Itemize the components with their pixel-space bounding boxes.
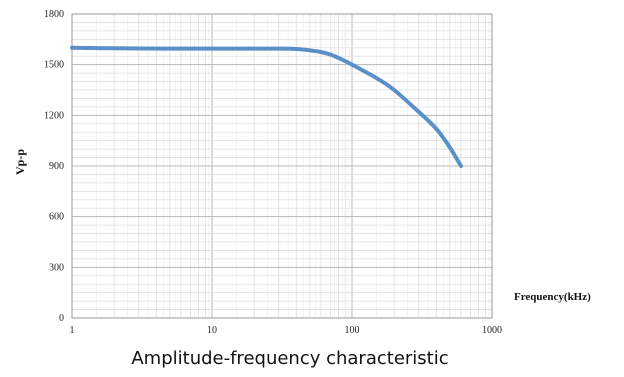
y-axis-title: Vp-p bbox=[13, 149, 27, 175]
x-tick-label: 1 bbox=[70, 325, 75, 336]
y-tick-label: 900 bbox=[49, 161, 64, 172]
x-tick-label: 100 bbox=[345, 325, 360, 336]
axes bbox=[71, 13, 493, 319]
y-tick-label: 1200 bbox=[44, 110, 64, 121]
y-tick-label: 300 bbox=[49, 262, 64, 273]
y-tick-label: 0 bbox=[59, 313, 64, 324]
series-line bbox=[70, 45, 463, 168]
tick-labels: 0 300 600 900 1200 1500 1800 1 10 100 1000 bbox=[44, 9, 502, 336]
y-tick-label: 1800 bbox=[44, 9, 64, 20]
chart-title: Amplitude-frequency characteristic bbox=[131, 348, 448, 369]
y-tick-label: 1500 bbox=[44, 60, 64, 71]
x-axis-title: Frequency(kHz) bbox=[514, 291, 591, 303]
x-tick-label: 10 bbox=[207, 325, 217, 336]
x-tick-label: 1000 bbox=[482, 325, 502, 336]
plot-frame bbox=[71, 13, 493, 319]
y-tick-label: 600 bbox=[49, 212, 64, 223]
series-lines bbox=[70, 45, 463, 168]
